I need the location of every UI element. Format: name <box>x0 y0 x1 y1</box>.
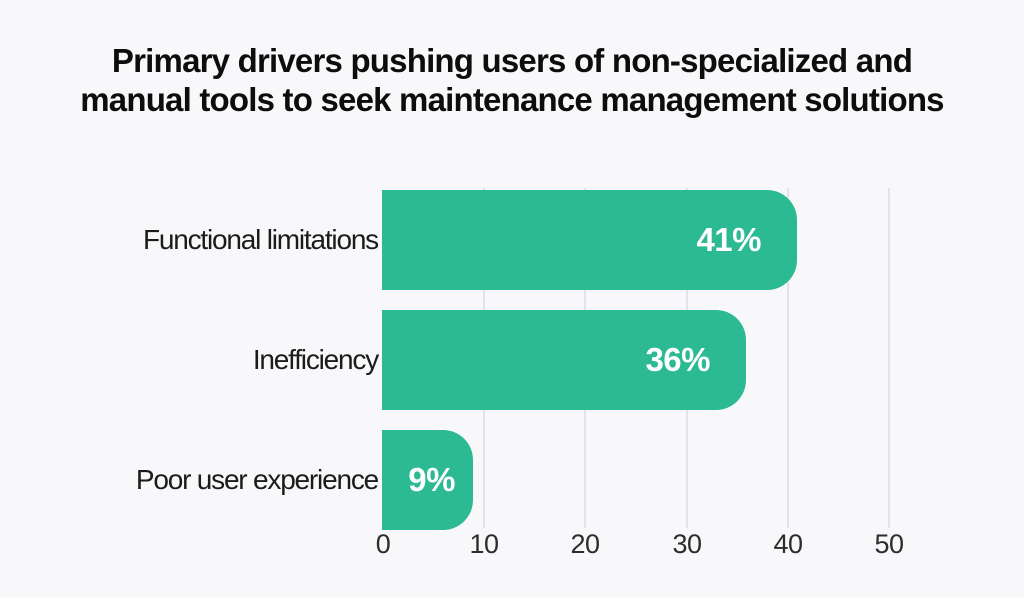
category-label: Functional limitations <box>142 224 379 255</box>
chart-title-line-1: Primary drivers pushing users of non-spe… <box>111 42 913 79</box>
x-axis-tick-label: 40 <box>773 529 803 559</box>
value-label: 36% <box>645 341 710 378</box>
x-axis-tick-label: 0 <box>375 529 391 559</box>
x-axis-tick-label: 30 <box>672 529 702 559</box>
gridline <box>787 188 789 528</box>
chart-title: Primary drivers pushing users of non-spe… <box>0 41 1024 119</box>
bar: 41% <box>382 190 797 290</box>
gridline <box>888 188 890 528</box>
value-label: 9% <box>408 461 455 498</box>
bar: 9% <box>382 430 473 530</box>
category-label: Poor user experience <box>135 464 379 495</box>
x-axis-tick-label: 10 <box>469 529 499 559</box>
bar: 36% <box>382 310 746 410</box>
chart-title-line-2: manual tools to seek maintenance managem… <box>80 81 944 118</box>
x-axis-tick-label: 20 <box>570 529 600 559</box>
x-axis-tick-label: 50 <box>874 529 904 559</box>
category-label: Inefficiency <box>252 344 379 375</box>
value-label: 41% <box>696 221 761 258</box>
